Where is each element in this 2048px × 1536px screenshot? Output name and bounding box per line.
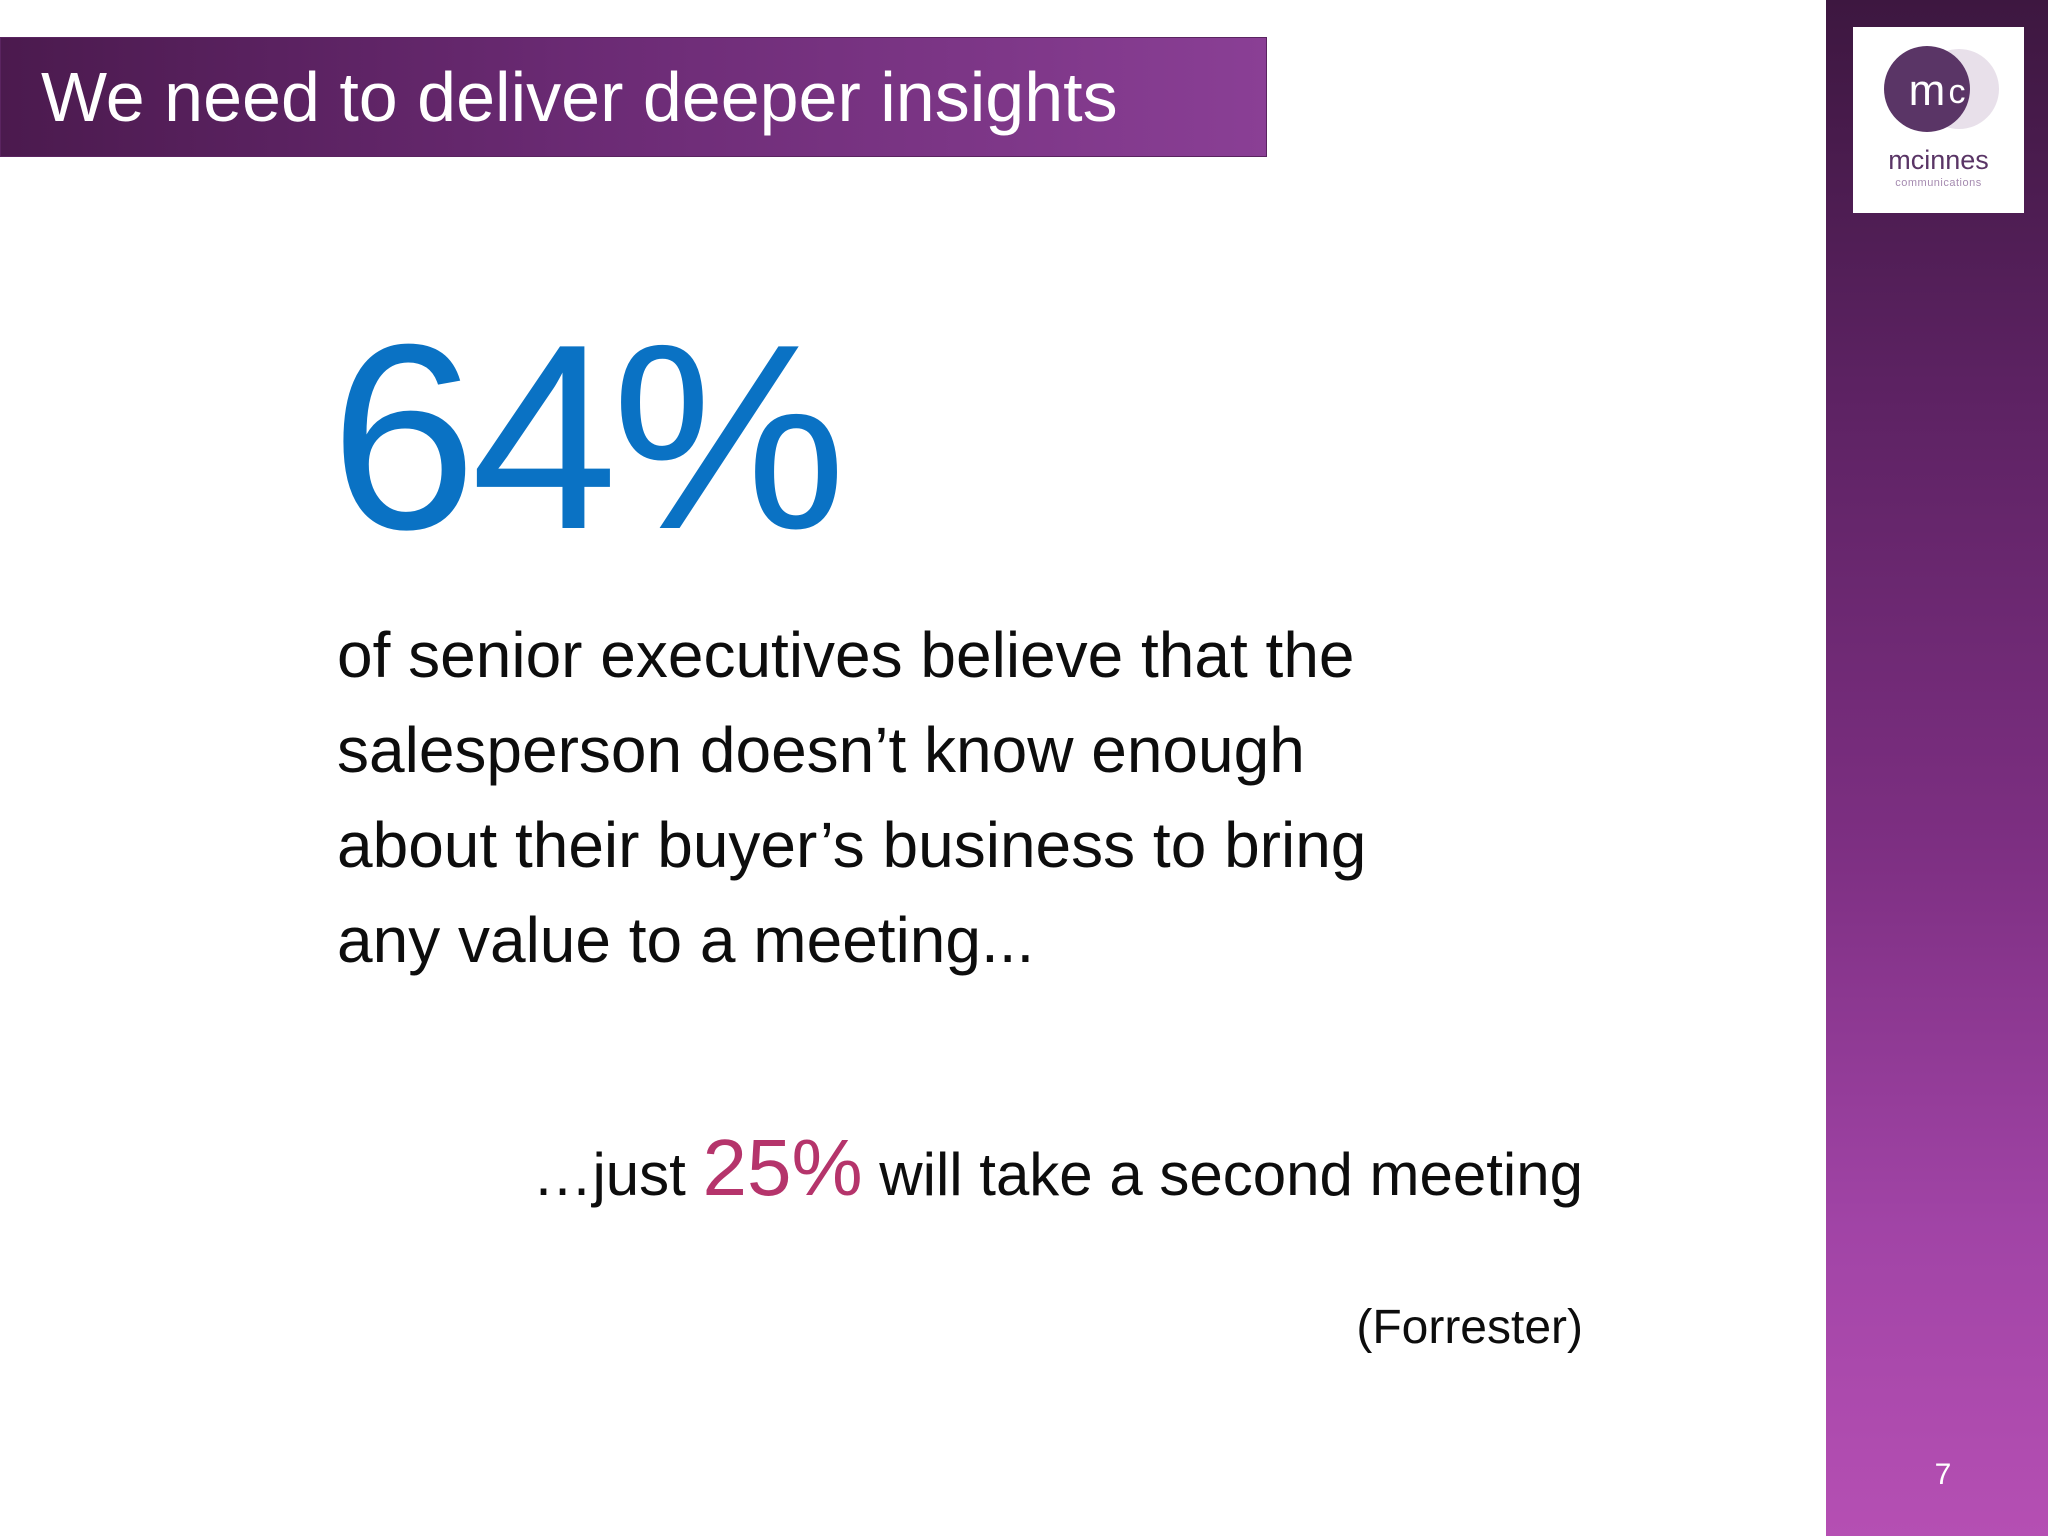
- follow-up-suffix: will take a second meeting: [862, 1141, 1583, 1208]
- svg-text:c: c: [1949, 73, 1966, 111]
- statement-line: about their buyer’s business to bring: [337, 809, 1367, 881]
- statement: of senior executives believe that the sa…: [337, 608, 1577, 988]
- statement-line: any value to a meeting...: [337, 904, 1035, 976]
- follow-up-statement: …just 25% will take a second meeting: [532, 1122, 1583, 1214]
- statement-line: of senior executives believe that the: [337, 619, 1355, 691]
- svg-text:m: m: [1909, 66, 1946, 115]
- statement-line: salesperson doesn’t know enough: [337, 714, 1305, 786]
- source-citation: (Forrester): [1356, 1301, 1583, 1354]
- follow-up-prefix: …just: [532, 1141, 703, 1208]
- page-number: 7: [1934, 1458, 1952, 1491]
- logo-mark-icon: m c: [1884, 46, 1999, 132]
- logo-subtitle: communications: [1895, 177, 1982, 189]
- title-bar: We need to deliver deeper insights: [0, 37, 1267, 157]
- follow-up-stat: 25%: [702, 1123, 863, 1212]
- slide-title: We need to deliver deeper insights: [41, 58, 1118, 136]
- side-bar: [1826, 0, 2048, 1536]
- big-stat: 64%: [330, 289, 846, 584]
- company-logo: m c mcinnes communications: [1853, 27, 2024, 213]
- logo-name: mcinnes: [1888, 145, 1989, 175]
